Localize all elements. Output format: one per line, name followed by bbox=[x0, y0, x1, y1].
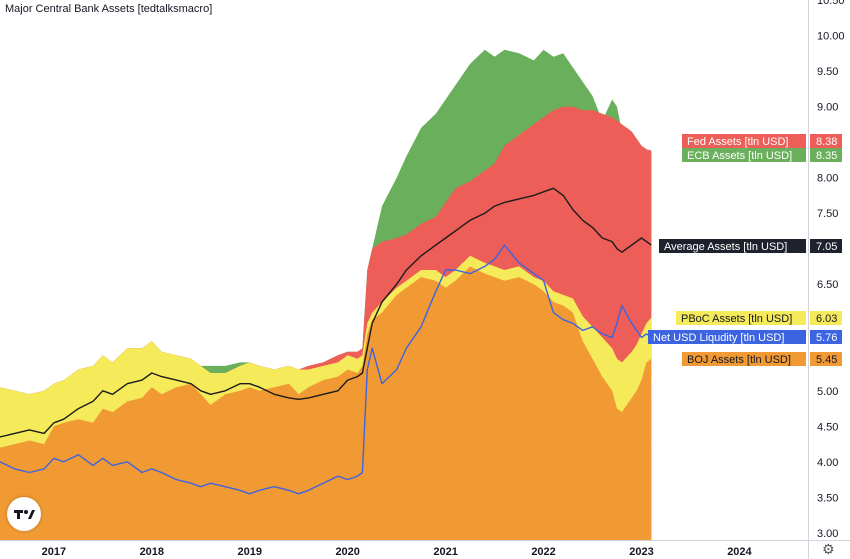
legend-label-bg bbox=[676, 311, 806, 325]
x-tick-label: 2018 bbox=[140, 546, 164, 558]
chart-title: Major Central Bank Assets [tedtalksmacro… bbox=[5, 3, 213, 15]
line-average bbox=[0, 187, 652, 438]
legend-label: PBoC Assets [tln USD] bbox=[681, 313, 792, 325]
last-value-badge: 6.03 bbox=[816, 313, 837, 325]
y-tick-label: 8.00 bbox=[817, 173, 838, 185]
y-tick-label: 10.00 bbox=[817, 31, 845, 43]
y-tick-label: 4.00 bbox=[817, 457, 838, 469]
last-value-badge-bg bbox=[810, 148, 842, 162]
legend-label: Fed Assets [tln USD] bbox=[687, 136, 788, 148]
y-tick-label: 9.00 bbox=[817, 102, 838, 114]
y-tick-label: 4.50 bbox=[817, 421, 838, 433]
legend-label: Average Assets [tln USD] bbox=[664, 241, 787, 253]
y-tick-label: 10.50 bbox=[817, 0, 845, 7]
x-tick-label: 2023 bbox=[629, 546, 653, 558]
last-value-badge: 7.05 bbox=[816, 241, 837, 253]
x-tick-label: 2024 bbox=[727, 546, 752, 558]
y-tick-label: 7.50 bbox=[817, 208, 838, 220]
line-net bbox=[0, 244, 652, 495]
last-value-badge: 8.35 bbox=[816, 150, 837, 162]
legend-label-bg bbox=[648, 330, 806, 344]
last-value-badge-bg bbox=[810, 352, 842, 366]
last-value-badge: 8.38 bbox=[816, 136, 837, 148]
area-boj bbox=[0, 266, 652, 540]
y-tick-label: 6.50 bbox=[817, 279, 838, 291]
last-value-badge-bg bbox=[810, 330, 842, 344]
y-tick-label: 5.00 bbox=[817, 386, 838, 398]
x-tick-label: 2021 bbox=[433, 546, 457, 558]
y-tick-label: 3.50 bbox=[817, 492, 838, 504]
x-tick-label: 2017 bbox=[42, 546, 66, 558]
y-tick-label: 9.50 bbox=[817, 66, 838, 78]
y-tick-label: 3.00 bbox=[817, 528, 838, 540]
gear-icon[interactable]: ⚙ bbox=[822, 541, 835, 557]
legend-label: Net USD Liqudity [tln USD] bbox=[653, 332, 784, 344]
legend-label-bg bbox=[682, 148, 806, 162]
last-value-badge-bg bbox=[810, 134, 842, 148]
last-value-badge-bg bbox=[810, 311, 842, 325]
legend-label: ECB Assets [tln USD] bbox=[687, 150, 792, 162]
last-value-badge: 5.76 bbox=[816, 332, 837, 344]
x-tick-label: 2020 bbox=[335, 546, 359, 558]
legend-label: BOJ Assets [tln USD] bbox=[687, 354, 791, 366]
legend-label-bg bbox=[682, 352, 806, 366]
last-value-badge: 5.45 bbox=[816, 354, 837, 366]
legend-label-bg bbox=[659, 239, 806, 253]
x-tick-label: 2022 bbox=[531, 546, 555, 558]
x-tick-label: 2019 bbox=[238, 546, 262, 558]
legend-label-bg bbox=[682, 134, 806, 148]
last-value-badge-bg bbox=[810, 239, 842, 253]
tradingview-logo-icon[interactable] bbox=[7, 497, 41, 531]
